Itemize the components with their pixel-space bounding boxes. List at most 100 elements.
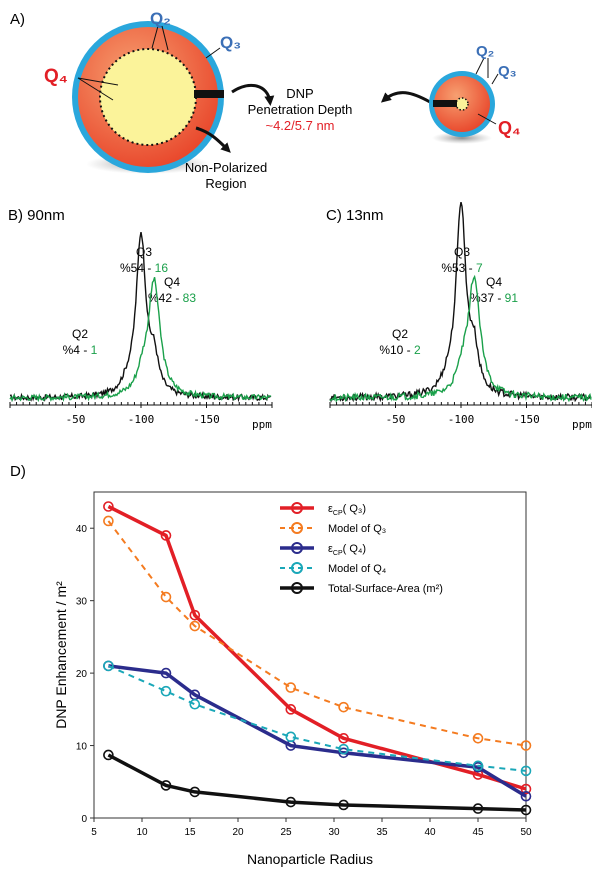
small-q4-label: Q₄	[498, 118, 521, 138]
panel-d-label: D)	[10, 463, 26, 480]
x-tick-label: 10	[136, 827, 148, 838]
legend-label-sub: CP	[333, 550, 343, 557]
small-q3-label: Q₃	[498, 63, 517, 80]
q4-leader-b	[77, 77, 114, 101]
small-core-non-polarized	[455, 97, 469, 111]
panel-b-spectrum: B) 90nm Q3 %54 - 16 Q4 %42 - 83 Q2 %4 - …	[8, 207, 273, 431]
y-tick-label: 30	[76, 597, 88, 608]
penetration-depth-value: ~4.2/5.7 nm	[265, 118, 334, 133]
dnp-spectrum-line	[329, 274, 592, 403]
legend-label: εCP( Q₃)	[328, 503, 366, 517]
legend-label: εCP( Q₄)	[328, 543, 366, 557]
x-axis-label: Nanoparticle Radius	[247, 851, 373, 867]
legend-marker	[291, 502, 303, 514]
panel-c-q4-cp: %37 -	[470, 291, 505, 305]
y-tick-label: 20	[76, 669, 88, 680]
model-q3-point	[520, 740, 532, 751]
total-surface-area-point	[189, 786, 201, 798]
dnp-label: DNP	[286, 86, 313, 101]
ecp-q3-point	[520, 783, 532, 795]
total-surface-area-point	[338, 799, 349, 811]
large-q4-label: Q₄	[44, 66, 68, 87]
ecp-q3-point	[189, 609, 201, 621]
model-q3-line	[107, 520, 527, 747]
model-q4-point	[103, 660, 114, 672]
panel-b-q2-cp: %4 -	[63, 343, 91, 357]
penetration-depth-label: Penetration Depth	[248, 102, 353, 117]
model-q3-point	[285, 682, 297, 693]
ecp-q3-point	[338, 733, 349, 744]
small-q4-leader	[477, 113, 497, 125]
legend-label-suffix: ( Q₄)	[343, 543, 366, 555]
small-q3-leader	[491, 73, 499, 85]
non-polarized-label-2: Region	[205, 176, 246, 191]
legend-entry-ecp-q3: εCP( Q₃)	[280, 502, 366, 517]
small-particle-shadow	[432, 132, 492, 144]
model-q4-point	[189, 698, 201, 710]
model-q4-point	[520, 765, 532, 777]
y-tick-label: 0	[81, 814, 87, 825]
large-core-non-polarized	[99, 48, 197, 146]
panel-b-q2-site: Q2	[72, 327, 88, 341]
model-q3-point	[189, 620, 201, 632]
x-tick-label: -50	[66, 413, 86, 426]
x-tick-label: 35	[376, 827, 388, 838]
ecp-q4-point	[338, 747, 349, 759]
total-surface-area-point	[103, 749, 114, 761]
ecp-q3-point	[160, 530, 172, 541]
x-tick-label: 40	[424, 827, 436, 838]
panel-c-xlabel: ppm	[572, 418, 592, 431]
small-particle: Q₂ Q₃ Q₄	[380, 43, 521, 144]
x-tick-label: 50	[520, 827, 532, 838]
panel-c-q4-site: Q4	[486, 275, 502, 289]
y-tick-label: 10	[76, 742, 88, 753]
ecp-q4-point	[520, 790, 532, 802]
model-q3-point	[338, 701, 349, 713]
legend-marker	[291, 582, 303, 594]
cp-spectrum-line	[329, 201, 592, 403]
legend-label-epsilon: ε	[328, 543, 333, 555]
panel-c-q3-dnp: 7	[476, 261, 483, 275]
panel-b-q2-dnp: 1	[91, 343, 98, 357]
model-q4-line	[107, 664, 527, 772]
legend-marker	[291, 542, 303, 554]
panel-b-xlabel: ppm	[252, 418, 272, 431]
legend-label: Total-Surface-Area (m²)	[328, 583, 443, 595]
legend-entry-model-q4: Model of Q₄	[280, 562, 387, 575]
panel-a-label: A)	[10, 11, 25, 28]
legend-entry-total-surface-area: Total-Surface-Area (m²)	[280, 582, 443, 595]
ecp-q3-point	[103, 501, 114, 512]
non-polarized-arrow	[195, 126, 231, 153]
x-tick-label: 15	[184, 827, 196, 838]
model-q3-point	[160, 591, 172, 603]
ecp-q4-line	[108, 664, 527, 798]
legend-marker	[291, 522, 303, 534]
q2-leader-b	[161, 25, 169, 51]
large-penetration-bar	[194, 90, 224, 98]
panel-c-q2-dnp: 2	[414, 343, 421, 357]
ecp-q4-point	[189, 689, 201, 701]
panel-a: A) Q₂ Q₃ Q₄ DNP Penetration Depth ~4.2/5…	[10, 9, 521, 191]
panel-c-q3-values: %53 - 7	[441, 261, 483, 275]
legend-entry-model-q3: Model of Q₃	[280, 522, 386, 535]
total-surface-area-point	[285, 796, 297, 808]
panel-d-chart: DNP Enhancement / m² Nanoparticle Radius…	[53, 491, 532, 867]
model-q4-point	[338, 743, 349, 755]
small-q2-label: Q₂	[476, 43, 494, 60]
panel-c-q2-values: %10 - 2	[379, 343, 421, 357]
panel-b-q4-values: %42 - 83	[148, 291, 196, 305]
legend-marker	[291, 562, 303, 574]
plot-frame	[93, 491, 527, 819]
total-surface-area-line	[107, 753, 527, 812]
panel-b-q4-site: Q4	[164, 275, 180, 289]
x-tick-label: -150	[513, 413, 540, 426]
penetration-arrow-right	[380, 91, 431, 104]
panel-b-q4-cp: %42 -	[148, 291, 183, 305]
ecp-q4-point	[160, 667, 172, 679]
x-tick-label: 45	[472, 827, 484, 838]
non-polarized-label-1: Non-Polarized	[185, 160, 267, 175]
penetration-arrow-left	[231, 83, 275, 106]
large-q2-label: Q₂	[150, 9, 171, 28]
ecp-q4-point	[285, 740, 297, 751]
